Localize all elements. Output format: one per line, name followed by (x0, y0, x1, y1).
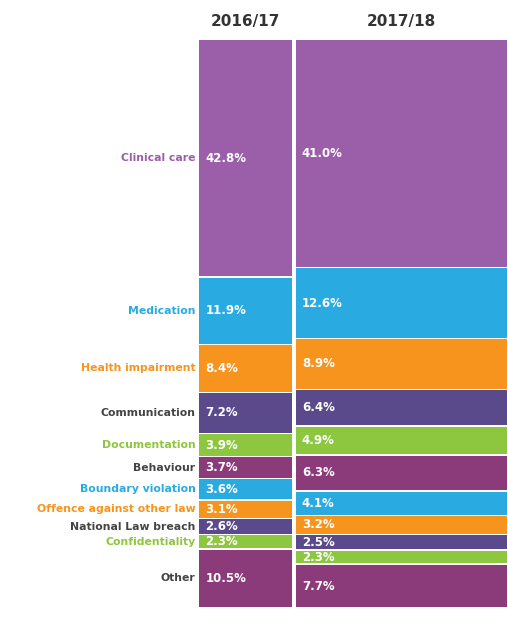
Text: 2.3%: 2.3% (205, 535, 238, 548)
Text: 7.2%: 7.2% (205, 406, 238, 419)
Text: 2.3%: 2.3% (302, 551, 334, 564)
Text: 41.0%: 41.0% (302, 147, 342, 160)
Bar (199, 393, 292, 433)
Bar (296, 492, 507, 515)
Text: 2017/18: 2017/18 (367, 14, 436, 29)
Bar (296, 516, 507, 534)
Bar (296, 269, 507, 338)
Text: 3.2%: 3.2% (302, 518, 334, 531)
Bar (296, 551, 507, 563)
Text: Communication: Communication (101, 408, 196, 418)
Text: 12.6%: 12.6% (302, 297, 342, 310)
Bar (199, 345, 292, 391)
Text: 8.9%: 8.9% (302, 358, 335, 371)
Bar (296, 565, 507, 607)
Bar (296, 455, 507, 490)
Bar (199, 40, 292, 277)
Text: Medication: Medication (128, 306, 196, 316)
Text: Documentation: Documentation (102, 440, 196, 450)
Text: 3.9%: 3.9% (205, 439, 238, 452)
Text: 3.6%: 3.6% (205, 483, 238, 496)
Text: National Law breach: National Law breach (70, 521, 196, 531)
Bar (199, 520, 292, 534)
Bar (296, 340, 507, 389)
Text: 3.1%: 3.1% (205, 503, 238, 516)
Text: Offence against other law: Offence against other law (37, 504, 196, 515)
Bar (199, 549, 292, 607)
Text: 6.3%: 6.3% (302, 467, 334, 480)
Bar (199, 278, 292, 344)
Bar (296, 390, 507, 426)
Text: Boundary violation: Boundary violation (80, 484, 196, 494)
Text: 3.7%: 3.7% (205, 461, 238, 474)
Text: Clinical care: Clinical care (121, 153, 196, 163)
Bar (199, 479, 292, 499)
Text: 10.5%: 10.5% (205, 572, 246, 585)
Text: 42.8%: 42.8% (205, 152, 246, 165)
Text: 2.5%: 2.5% (302, 536, 334, 549)
Text: Other: Other (161, 574, 196, 584)
Text: 7.7%: 7.7% (302, 579, 334, 592)
Bar (199, 434, 292, 456)
Text: 2.6%: 2.6% (205, 520, 238, 533)
Text: 11.9%: 11.9% (205, 305, 246, 317)
Bar (199, 501, 292, 518)
Bar (199, 535, 292, 548)
Bar (296, 40, 507, 267)
Text: Health impairment: Health impairment (81, 363, 196, 373)
Bar (296, 427, 507, 454)
Text: 4.9%: 4.9% (302, 434, 335, 447)
Text: Behaviour: Behaviour (134, 463, 196, 473)
Text: 4.1%: 4.1% (302, 497, 334, 510)
Bar (296, 535, 507, 549)
Text: 2016/17: 2016/17 (211, 14, 280, 29)
Bar (199, 457, 292, 478)
Text: 6.4%: 6.4% (302, 401, 335, 414)
Text: 8.4%: 8.4% (205, 362, 238, 375)
Text: Confidentiality: Confidentiality (105, 536, 196, 546)
